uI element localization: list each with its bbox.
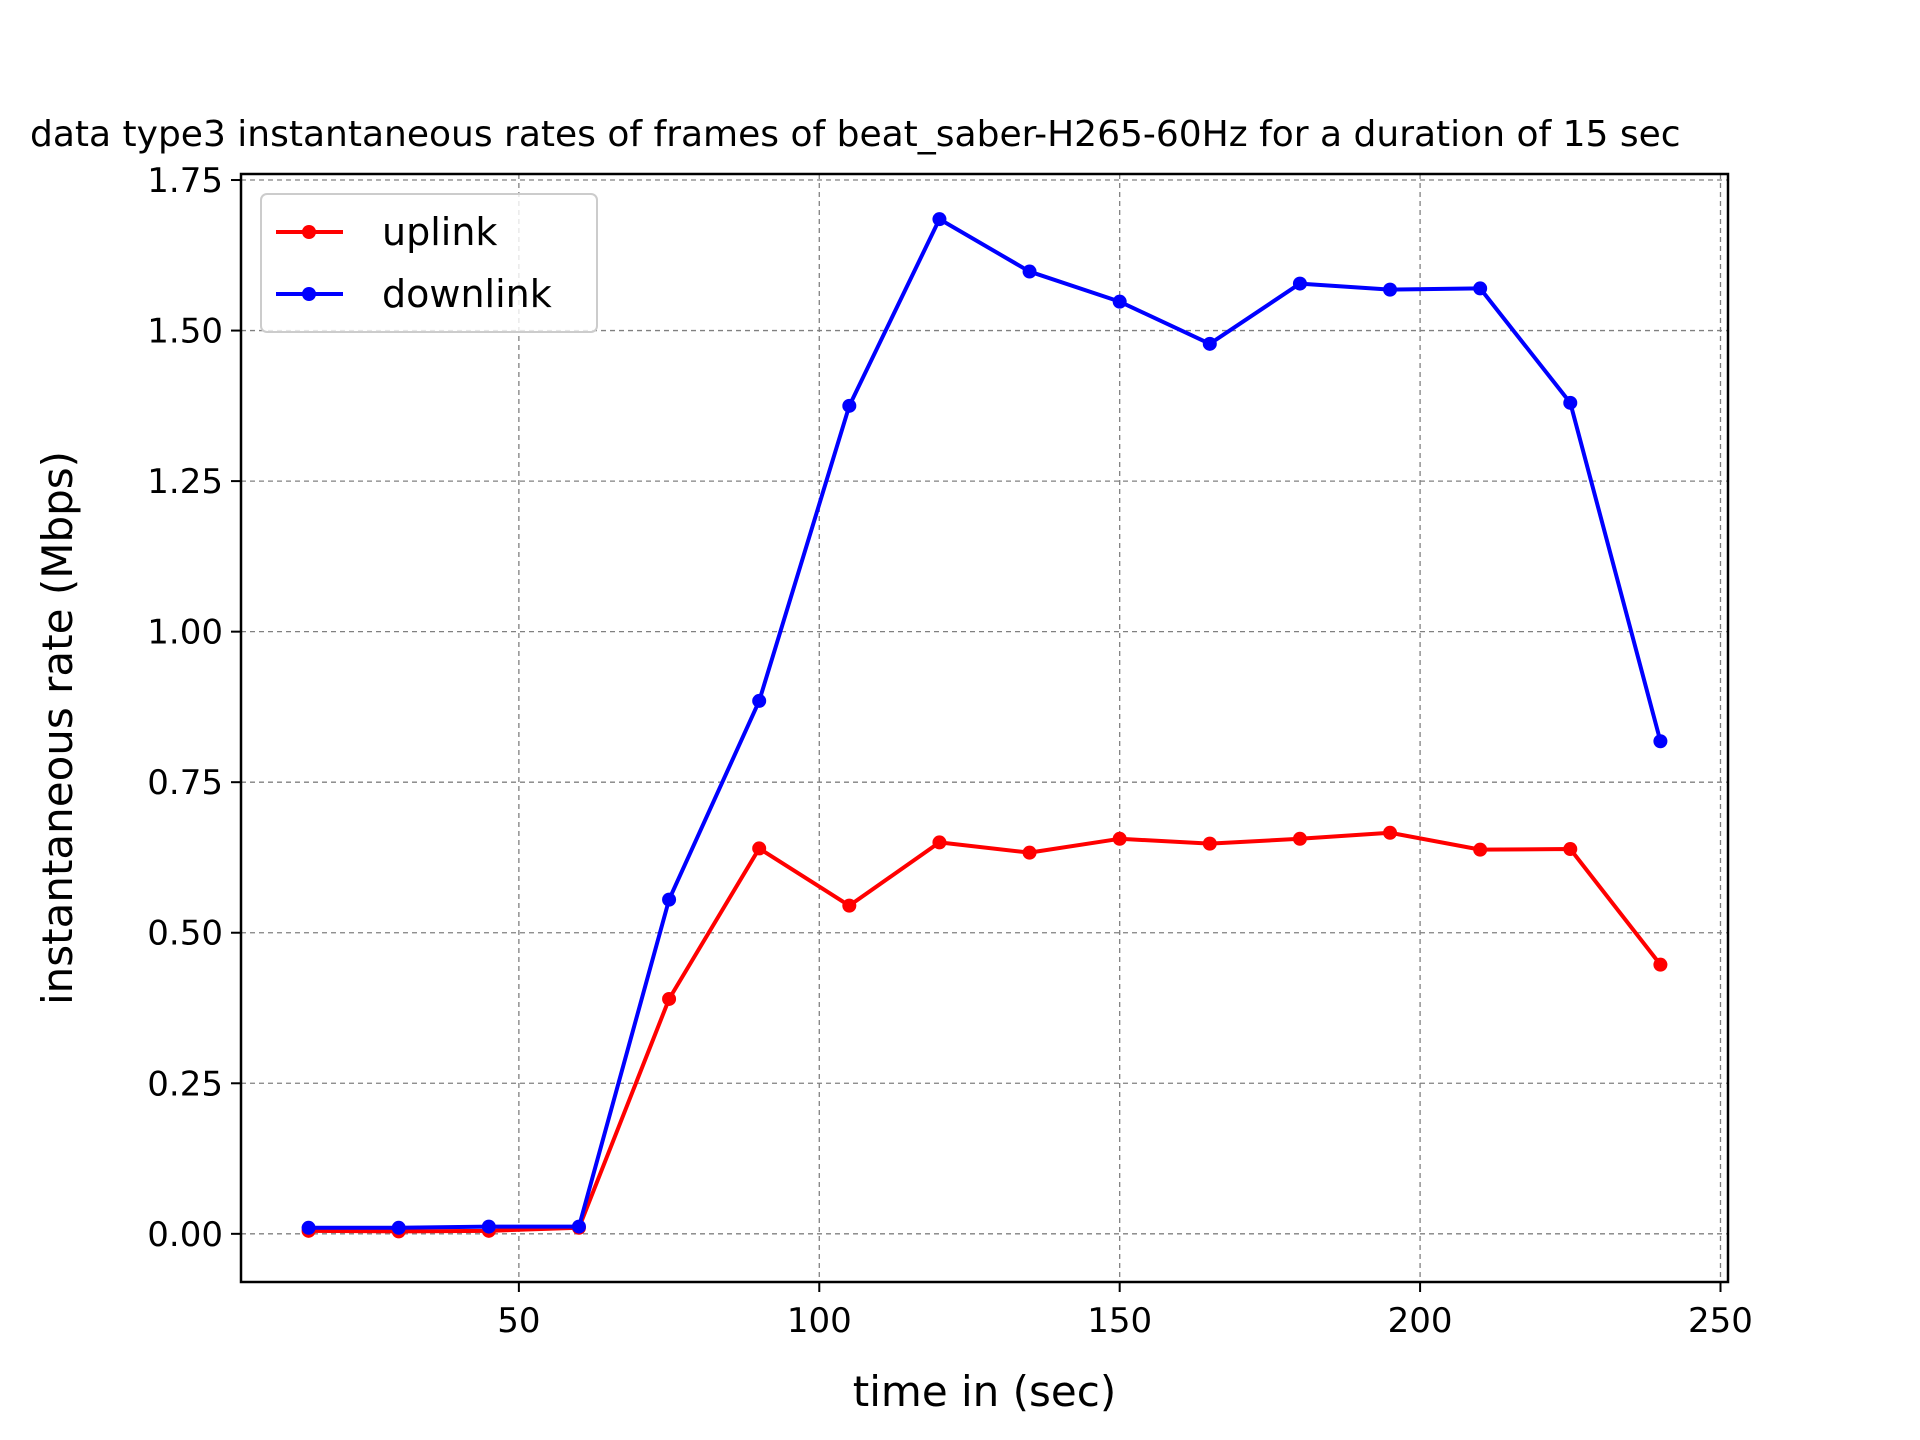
legend-label-downlink: downlink (382, 272, 552, 316)
data-point-uplink (1202, 836, 1217, 851)
data-point-downlink (662, 892, 677, 907)
data-point-downlink (1653, 734, 1668, 749)
axis-ticks: 50 100 150 200 250 0.00 0.25 0.50 0.75 1.00 1.25 1.… (147, 161, 1753, 1341)
legend-box (260, 193, 598, 333)
y-tick-label: 0.00 (147, 1215, 223, 1255)
x-tick-label: 150 (1087, 1301, 1152, 1341)
legend-marker-uplink (302, 225, 316, 239)
data-point-downlink (1022, 264, 1037, 279)
data-point-uplink (1383, 825, 1398, 840)
y-tick-label: 1.25 (147, 462, 223, 502)
data-point-uplink (932, 835, 947, 850)
data-point-downlink (481, 1219, 496, 1234)
data-point-downlink (1292, 276, 1307, 291)
data-point-uplink (1292, 831, 1307, 846)
grid-lines (241, 174, 1728, 1282)
x-tick-label: 250 (1688, 1301, 1753, 1341)
data-point-uplink (1022, 845, 1037, 860)
data-point-uplink (1112, 831, 1127, 846)
data-point-downlink (391, 1220, 406, 1235)
y-tick-label: 1.75 (147, 161, 223, 201)
data-point-downlink (1383, 282, 1398, 297)
data-point-downlink (1563, 395, 1578, 410)
y-tick-label: 0.75 (147, 763, 223, 803)
y-tick-label: 1.50 (147, 312, 223, 352)
data-point-downlink (1473, 281, 1488, 296)
data-point-uplink (1653, 957, 1668, 972)
data-point-uplink (662, 991, 677, 1006)
data-point-uplink (1563, 842, 1578, 857)
series-line-uplink (308, 830, 1662, 1234)
data-point-downlink (1112, 294, 1127, 309)
legend-marker-downlink (302, 287, 316, 301)
x-tick-label: 50 (497, 1301, 540, 1341)
data-point-uplink (842, 898, 857, 913)
plot-frame (239, 172, 1730, 1284)
legend-label-uplink: uplink (382, 210, 497, 254)
legend: uplink downlink (260, 193, 598, 333)
x-axis-label: time in (sec) (853, 1367, 1116, 1416)
data-point-downlink (842, 398, 857, 413)
data-point-downlink (932, 212, 947, 227)
y-tick-label: 0.50 (147, 914, 223, 954)
y-tick-label: 1.00 (147, 613, 223, 653)
x-tick-label: 200 (1388, 1301, 1453, 1341)
y-axis-label: instantaneous rate (Mbps) (33, 451, 82, 1005)
chart-title: data type3 instantaneous rates of frames… (30, 114, 1681, 155)
y-tick-label: 0.25 (147, 1064, 223, 1104)
data-point-downlink (571, 1219, 586, 1234)
data-point-uplink (752, 841, 767, 856)
data-point-downlink (301, 1220, 316, 1235)
x-tick-label: 100 (787, 1301, 852, 1341)
data-point-downlink (1202, 336, 1217, 351)
data-point-downlink (752, 693, 767, 708)
series-line-downlink (308, 217, 1663, 1230)
data-point-uplink (1473, 842, 1488, 857)
series-layer (301, 212, 1668, 1239)
